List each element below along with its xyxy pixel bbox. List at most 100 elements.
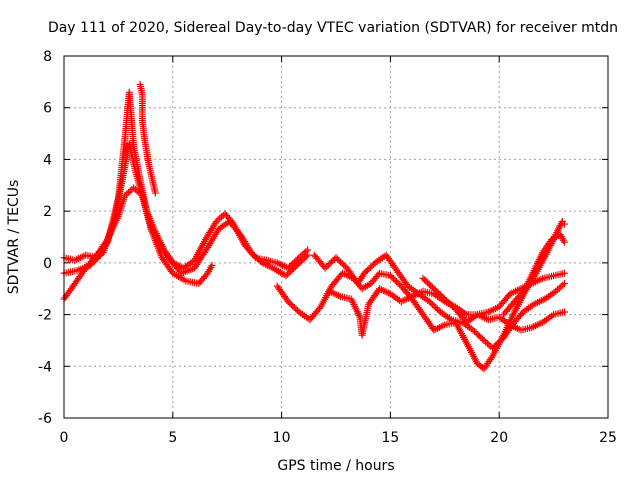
data-point <box>360 269 368 277</box>
data-point <box>290 304 298 312</box>
data-point <box>441 295 449 303</box>
data-point <box>433 305 441 313</box>
data-point <box>299 256 307 264</box>
data-point <box>203 245 211 253</box>
data-point <box>250 251 258 259</box>
data-point <box>447 301 455 309</box>
data-point <box>324 261 332 269</box>
axes: 0 5 10 15 20 25 -6 -4 -2 0 2 4 6 8 <box>38 49 617 446</box>
data-point <box>340 261 348 269</box>
y-tick-label: -4 <box>38 359 52 375</box>
data-point <box>438 292 446 300</box>
data-point <box>368 262 376 270</box>
data-point <box>475 332 483 340</box>
data-point <box>393 278 401 286</box>
data-point <box>285 269 293 277</box>
y-tick-label: -6 <box>38 411 52 427</box>
data-point <box>327 258 335 266</box>
data-point <box>430 285 438 293</box>
y-tick-label: 2 <box>43 204 52 220</box>
x-tick-label: 0 <box>60 430 69 446</box>
data-point <box>291 263 299 271</box>
data-point <box>485 341 493 349</box>
data-point <box>374 271 382 279</box>
data-point <box>431 286 439 294</box>
data-point <box>367 263 375 271</box>
data-point <box>560 238 568 246</box>
data-point <box>495 338 503 346</box>
data-point <box>560 308 568 316</box>
data-point <box>435 289 443 297</box>
series-trace-i <box>500 230 568 319</box>
data-point <box>471 328 479 336</box>
data-point <box>329 257 337 265</box>
data-point <box>124 189 132 197</box>
data-point <box>449 302 457 310</box>
x-tick-label: 15 <box>381 430 399 446</box>
data-point <box>422 277 430 285</box>
x-axis-label: GPS time / hours <box>277 458 394 474</box>
data-point <box>390 275 398 283</box>
grid <box>64 56 608 418</box>
y-tick-label: 6 <box>43 101 52 117</box>
data-point <box>151 189 159 197</box>
data-point <box>332 254 340 262</box>
data-point <box>442 297 450 305</box>
data-point <box>432 304 440 312</box>
data-point <box>493 340 501 348</box>
series-trace-c <box>60 184 216 303</box>
x-tick-label: 10 <box>273 430 291 446</box>
data-point <box>365 265 373 273</box>
data-point <box>102 237 110 245</box>
data-point <box>292 305 300 313</box>
data-point <box>444 298 452 306</box>
data-point <box>478 335 486 343</box>
y-tick-label: 4 <box>43 152 52 168</box>
y-tick-label: 8 <box>43 49 52 65</box>
data-point <box>483 340 491 348</box>
data-point <box>284 270 292 278</box>
data-point <box>286 299 294 307</box>
data-point <box>490 343 498 351</box>
data-point <box>334 255 342 263</box>
series-trace-d <box>136 80 159 197</box>
data-point <box>436 291 444 299</box>
data-points <box>60 80 568 373</box>
data-point <box>394 279 402 287</box>
data-point <box>492 341 500 349</box>
y-axis-label: SDTVAR / TECUs <box>6 180 22 295</box>
data-point <box>296 258 304 266</box>
data-point <box>287 301 295 309</box>
data-point <box>302 253 310 261</box>
data-point <box>557 283 565 291</box>
data-point <box>253 254 261 262</box>
data-point <box>337 258 345 266</box>
data-point <box>218 213 226 221</box>
data-point <box>433 288 441 296</box>
data-point <box>388 273 396 281</box>
data-point <box>489 344 497 352</box>
y-tick-label: -2 <box>38 308 52 324</box>
data-point <box>216 214 224 222</box>
data-point <box>430 302 438 310</box>
series-trace-g <box>325 269 568 339</box>
data-point <box>424 279 432 287</box>
data-point <box>293 261 301 269</box>
plot-frame <box>63 55 609 419</box>
data-point <box>386 272 394 280</box>
data-point <box>335 257 343 265</box>
data-point <box>290 264 298 272</box>
data-point <box>560 220 568 228</box>
series-trace-a <box>60 88 312 272</box>
data-point <box>391 276 399 284</box>
data-point <box>323 263 331 271</box>
data-point <box>439 294 447 302</box>
data-point <box>559 281 567 289</box>
x-tick-label: 5 <box>168 430 177 446</box>
data-point <box>282 272 290 280</box>
data-point <box>247 249 255 257</box>
data-point <box>208 261 216 269</box>
data-point <box>477 333 485 341</box>
data-point <box>326 260 334 268</box>
